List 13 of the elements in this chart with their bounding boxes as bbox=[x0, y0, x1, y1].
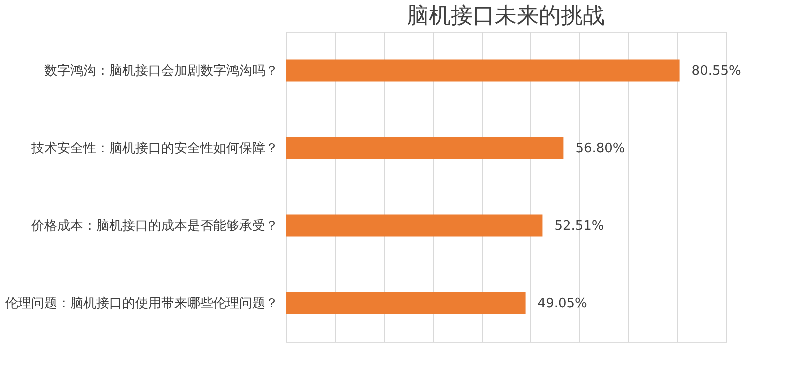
y-tick-label: 伦理问题：脑机接口的使用带来哪些伦理问题？ bbox=[6, 296, 278, 312]
bar bbox=[286, 292, 526, 314]
bar bbox=[286, 60, 680, 82]
data-label: 56.80% bbox=[576, 141, 626, 156]
chart-title: 脑机接口未来的挑战 bbox=[407, 4, 605, 29]
data-label: 80.55% bbox=[692, 64, 742, 79]
data-label: 49.05% bbox=[538, 296, 588, 312]
bar bbox=[286, 137, 564, 160]
y-tick-label: 数字鸿沟：脑机接口会加剧数字鸿沟吗？ bbox=[44, 62, 278, 79]
bar bbox=[286, 214, 543, 237]
y-tick-label: 技术安全性：脑机接口的安全性如何保障？ bbox=[30, 140, 278, 156]
data-label: 52.51% bbox=[554, 218, 604, 234]
y-tick-label: 价格成本：脑机接口的成本是否能够承受？ bbox=[30, 218, 278, 234]
